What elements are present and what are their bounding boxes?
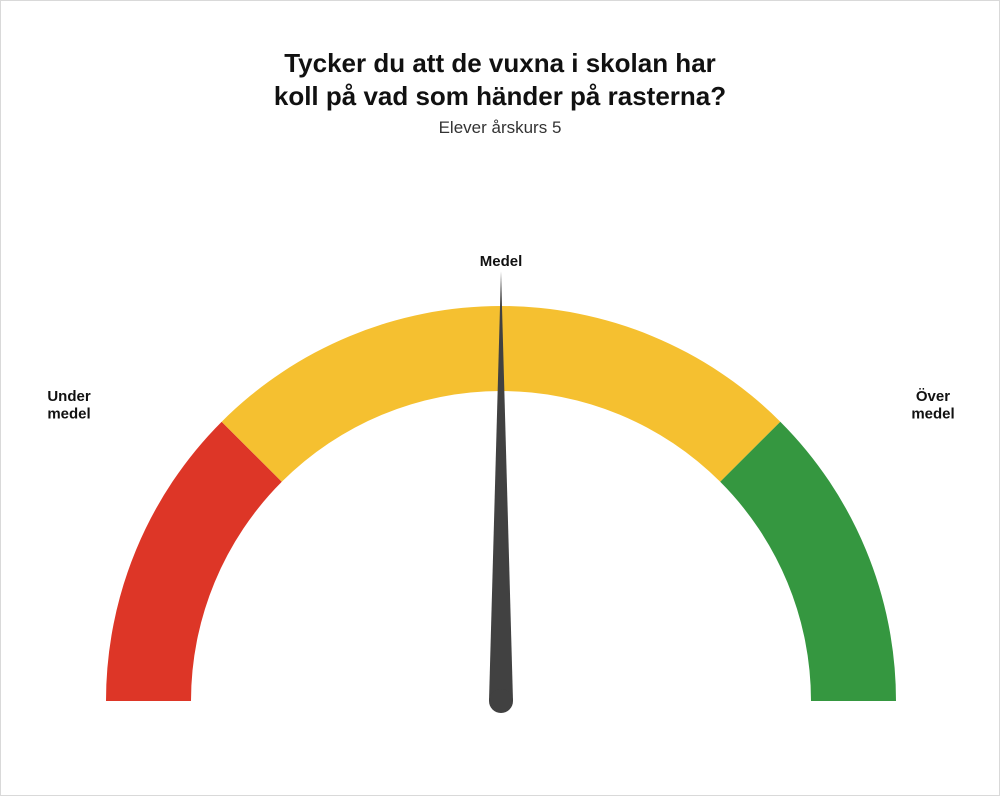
gauge-segment-2 xyxy=(720,422,896,701)
gauge-label-medel: Medel xyxy=(480,253,523,270)
gauge-needle-cap xyxy=(489,689,513,713)
gauge-label-over-medel: Övermedel xyxy=(911,388,954,422)
gauge-segment-0 xyxy=(106,422,282,701)
chart-title-line1: Tycker du att de vuxna i skolan har xyxy=(1,47,999,80)
gauge-label-under-medel: Undermedel xyxy=(47,388,91,422)
chart-frame: { "header": { "title_line1": "Tycker du … xyxy=(0,0,1000,796)
chart-subtitle: Elever årskurs 5 xyxy=(1,118,999,138)
chart-title-line2: koll på vad som händer på rasterna? xyxy=(1,80,999,113)
